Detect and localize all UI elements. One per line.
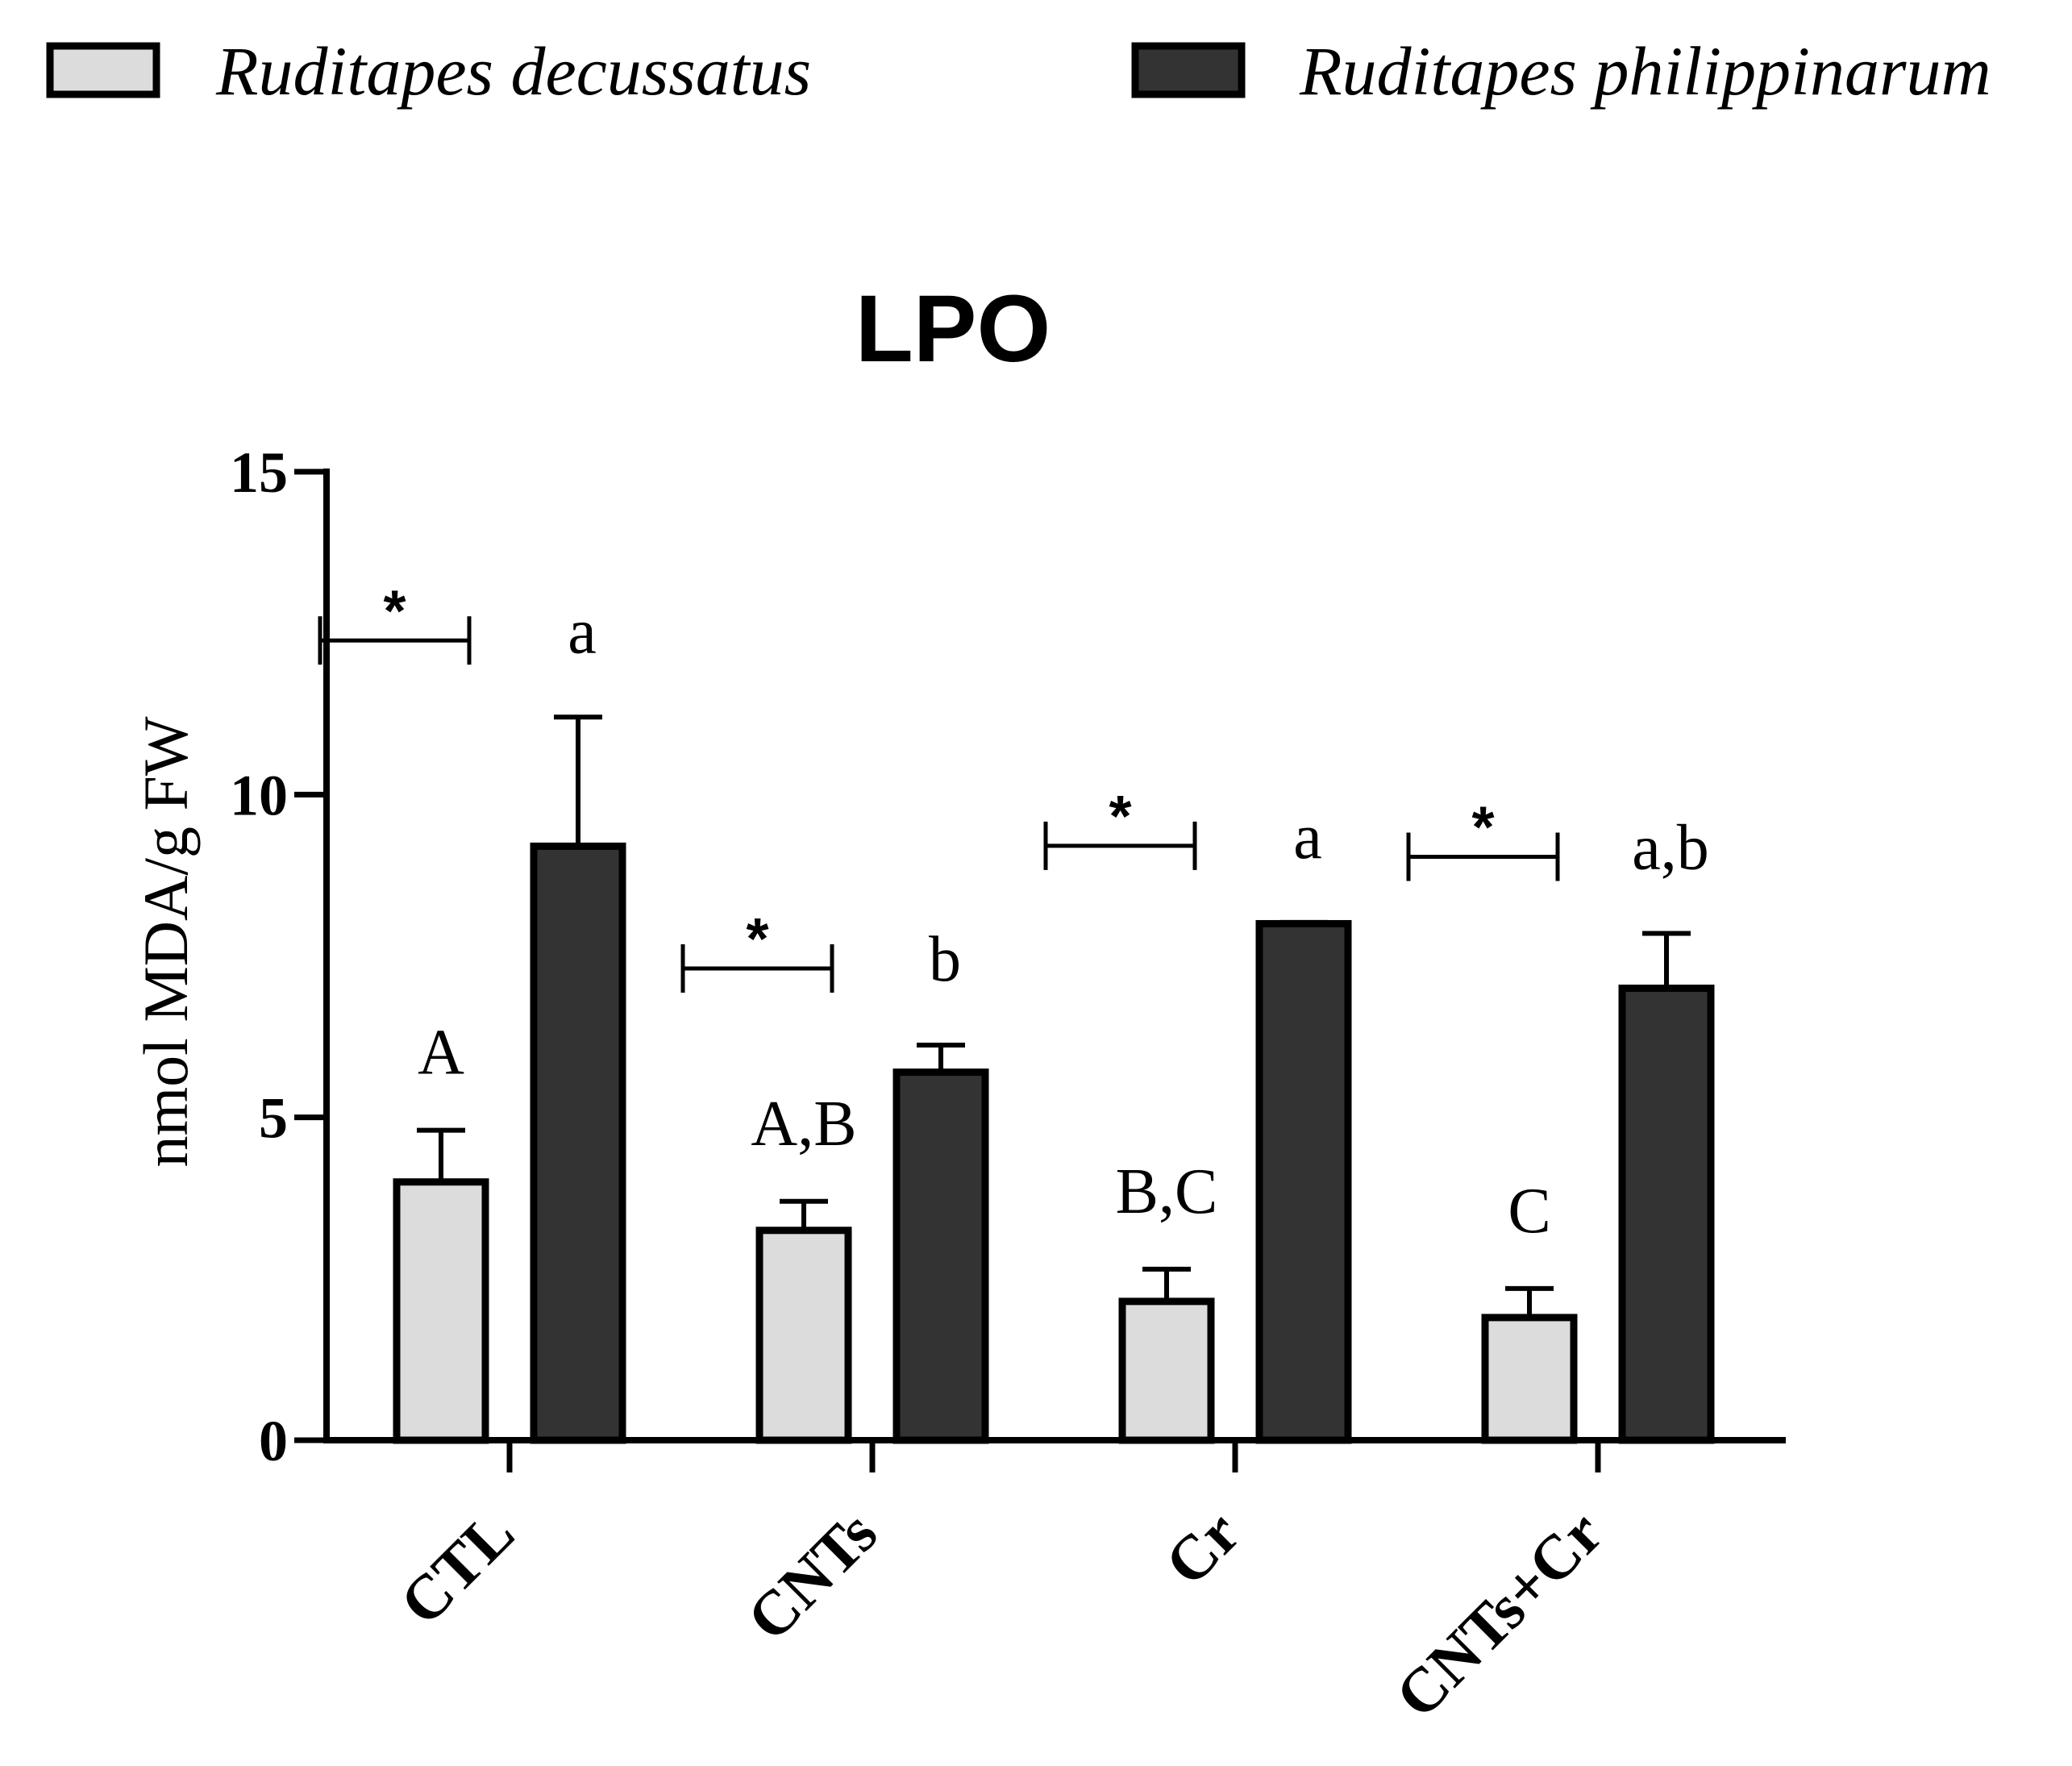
sig-star-CNTs: *	[746, 907, 768, 972]
chart-title: LPO	[855, 276, 1051, 382]
bar-decussatus-Cr	[1118, 1297, 1215, 1444]
letter-decussatus-CNTs+Cr: C	[1508, 1176, 1550, 1247]
bar-philippinarum-Cr	[1255, 919, 1352, 1444]
annotations-group: A * a A,B * b B,C * a C * a,b	[318, 579, 1709, 1247]
letter-decussatus-CTL: A	[418, 1018, 464, 1089]
legend-item-decussatus: Ruditapes decussatus	[46, 32, 811, 110]
bar-philippinarum-CNTs	[892, 1068, 989, 1444]
y-tick-label-10: 10	[230, 763, 288, 827]
bar-decussatus-CTL	[393, 1178, 489, 1444]
x-tick-label-CNTs+Cr: CNTs+Cr	[1382, 1497, 1616, 1731]
legend-item-philippinarum: Ruditapes philippinarum	[1131, 32, 1991, 110]
x-tick-label-Cr: Cr	[1151, 1497, 1253, 1599]
letter-philippinarum-CTL: a	[568, 596, 597, 667]
letter-decussatus-CNTs: A,B	[751, 1089, 856, 1160]
bar-decussatus-CNTs+Cr	[1481, 1314, 1578, 1444]
letter-decussatus-Cr: B,C	[1116, 1156, 1218, 1227]
y-axis-label: nmol MDA/g FW	[131, 716, 201, 1167]
bar-decussatus-CNTs	[755, 1227, 852, 1444]
legend-label-decussatus: Ruditapes decussatus	[215, 32, 811, 110]
sig-star-CNTs+Cr: *	[1471, 795, 1494, 860]
bar-philippinarum-CNTs+Cr	[1618, 985, 1715, 1444]
sig-star-Cr: *	[1109, 785, 1131, 849]
letter-philippinarum-CNTs: b	[929, 924, 961, 995]
y-tick-label-15: 15	[230, 440, 288, 505]
x-tick-label-CTL: CTL	[386, 1497, 527, 1639]
legend-swatch-philippinarum	[1131, 42, 1246, 98]
y-tick-label-0: 0	[259, 1409, 288, 1473]
legend: Ruditapes decussatus Ruditapes philippin…	[46, 32, 1991, 110]
x-tick-label-CNTs: CNTs	[734, 1497, 890, 1654]
sig-star-CTL: *	[383, 579, 406, 644]
letter-philippinarum-CNTs+Cr: a,b	[1632, 812, 1709, 883]
legend-swatch-decussatus	[46, 42, 160, 98]
letter-philippinarum-Cr: a	[1293, 802, 1322, 873]
bars-group	[393, 714, 1715, 1444]
y-tick-label-5: 5	[259, 1086, 288, 1151]
legend-label-philippinarum: Ruditapes philippinarum	[1299, 32, 1991, 110]
bar-philippinarum-CTL	[530, 842, 626, 1444]
